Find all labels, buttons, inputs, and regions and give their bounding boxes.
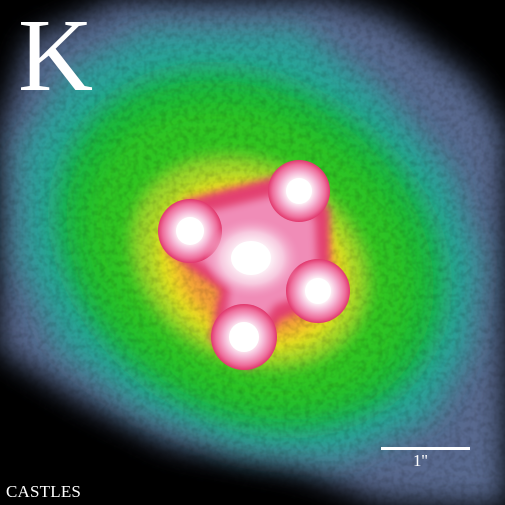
lensed-quasar-image-icon [286,259,350,323]
band-label: K [18,0,94,113]
lensed-quasar-image-icon [268,160,330,222]
credit-label: CASTLES [6,482,82,501]
scale-bar-label: 1'' [413,451,428,470]
scale-bar [381,447,470,450]
lensed-quasar-group [158,160,350,370]
lensed-quasar-image-icon [211,304,277,370]
lens-galaxy-core-icon [204,218,300,298]
